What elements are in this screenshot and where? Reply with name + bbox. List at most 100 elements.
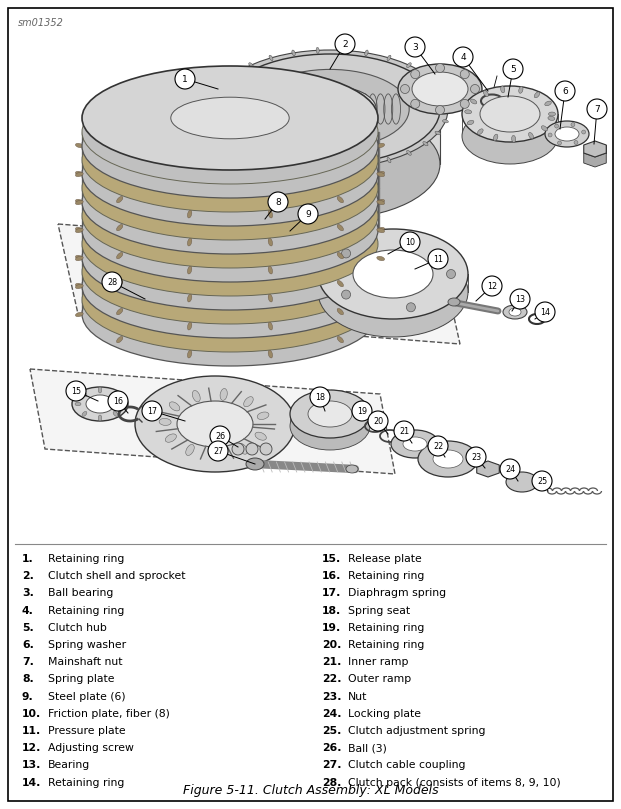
Ellipse shape bbox=[193, 391, 200, 402]
Ellipse shape bbox=[251, 70, 409, 149]
Ellipse shape bbox=[365, 163, 368, 168]
Text: Release plate: Release plate bbox=[348, 554, 422, 564]
Ellipse shape bbox=[555, 127, 579, 141]
Text: Clutch shell and sprocket: Clutch shell and sprocket bbox=[48, 571, 186, 581]
Circle shape bbox=[298, 204, 318, 224]
Circle shape bbox=[335, 34, 355, 54]
Text: 14: 14 bbox=[540, 307, 550, 316]
Ellipse shape bbox=[377, 312, 384, 316]
Circle shape bbox=[108, 391, 128, 411]
Ellipse shape bbox=[82, 164, 378, 268]
Text: 15: 15 bbox=[71, 387, 81, 396]
Text: 10: 10 bbox=[405, 238, 415, 247]
Circle shape bbox=[406, 236, 415, 245]
Ellipse shape bbox=[117, 308, 123, 315]
Ellipse shape bbox=[512, 135, 515, 142]
Text: Retaining ring: Retaining ring bbox=[48, 777, 124, 788]
Ellipse shape bbox=[341, 48, 344, 53]
Ellipse shape bbox=[178, 184, 282, 220]
Ellipse shape bbox=[75, 402, 81, 406]
Ellipse shape bbox=[337, 173, 343, 180]
Text: 5: 5 bbox=[510, 65, 516, 74]
Polygon shape bbox=[58, 224, 460, 344]
Text: 28: 28 bbox=[107, 277, 117, 286]
Ellipse shape bbox=[341, 165, 344, 171]
Text: 12.: 12. bbox=[22, 743, 42, 753]
Ellipse shape bbox=[82, 122, 378, 226]
Ellipse shape bbox=[117, 197, 123, 203]
Ellipse shape bbox=[188, 214, 192, 222]
Circle shape bbox=[503, 59, 523, 79]
Ellipse shape bbox=[246, 458, 264, 470]
Ellipse shape bbox=[268, 238, 273, 246]
Circle shape bbox=[460, 70, 469, 78]
Ellipse shape bbox=[407, 150, 411, 155]
Ellipse shape bbox=[478, 129, 483, 134]
Ellipse shape bbox=[238, 443, 247, 454]
Ellipse shape bbox=[82, 248, 378, 352]
Ellipse shape bbox=[82, 80, 378, 184]
Ellipse shape bbox=[82, 136, 378, 240]
Ellipse shape bbox=[337, 117, 343, 124]
Ellipse shape bbox=[178, 212, 282, 248]
Text: Adjusting screw: Adjusting screw bbox=[48, 743, 134, 753]
Circle shape bbox=[555, 124, 559, 128]
Circle shape bbox=[102, 272, 122, 292]
Ellipse shape bbox=[483, 91, 489, 96]
Ellipse shape bbox=[268, 102, 273, 110]
Circle shape bbox=[66, 381, 86, 401]
Ellipse shape bbox=[82, 108, 378, 212]
Ellipse shape bbox=[188, 130, 192, 138]
Circle shape bbox=[142, 401, 162, 421]
Ellipse shape bbox=[72, 387, 128, 421]
Text: Diaphragm spring: Diaphragm spring bbox=[348, 588, 446, 599]
Ellipse shape bbox=[337, 229, 343, 235]
Circle shape bbox=[428, 249, 448, 269]
Text: 8: 8 bbox=[275, 197, 281, 206]
Text: 18: 18 bbox=[315, 392, 325, 401]
Ellipse shape bbox=[433, 450, 463, 468]
Ellipse shape bbox=[268, 294, 273, 302]
Ellipse shape bbox=[269, 55, 273, 61]
Text: 28.: 28. bbox=[322, 777, 342, 788]
Text: Friction plate, fiber (8): Friction plate, fiber (8) bbox=[48, 709, 170, 719]
Ellipse shape bbox=[249, 150, 253, 155]
Text: Steel plate (6): Steel plate (6) bbox=[48, 692, 125, 701]
Text: 9: 9 bbox=[305, 210, 311, 218]
Circle shape bbox=[410, 70, 420, 78]
Ellipse shape bbox=[318, 247, 468, 337]
Text: 10.: 10. bbox=[22, 709, 41, 719]
Ellipse shape bbox=[377, 256, 384, 260]
Ellipse shape bbox=[346, 465, 358, 473]
Circle shape bbox=[208, 441, 228, 461]
Text: 7: 7 bbox=[594, 104, 600, 113]
Ellipse shape bbox=[75, 256, 83, 260]
Ellipse shape bbox=[232, 142, 237, 146]
Ellipse shape bbox=[391, 430, 439, 458]
Text: Retaining ring: Retaining ring bbox=[348, 623, 424, 633]
Ellipse shape bbox=[268, 350, 273, 358]
Ellipse shape bbox=[75, 284, 83, 289]
Ellipse shape bbox=[377, 283, 384, 288]
Circle shape bbox=[535, 302, 555, 322]
Ellipse shape bbox=[377, 256, 384, 260]
Ellipse shape bbox=[403, 437, 427, 451]
Text: Inner ramp: Inner ramp bbox=[348, 657, 409, 667]
Ellipse shape bbox=[117, 257, 123, 264]
Ellipse shape bbox=[316, 165, 319, 171]
Text: 4: 4 bbox=[460, 53, 466, 61]
Circle shape bbox=[394, 421, 414, 441]
Ellipse shape bbox=[337, 201, 343, 208]
Ellipse shape bbox=[212, 120, 217, 123]
Ellipse shape bbox=[268, 158, 273, 166]
Ellipse shape bbox=[407, 63, 411, 68]
Circle shape bbox=[401, 84, 409, 94]
Text: 27: 27 bbox=[213, 447, 223, 455]
Text: 2.: 2. bbox=[22, 571, 34, 581]
Ellipse shape bbox=[435, 131, 441, 135]
Circle shape bbox=[532, 471, 552, 491]
Text: 11: 11 bbox=[433, 255, 443, 264]
Circle shape bbox=[571, 123, 575, 127]
Ellipse shape bbox=[443, 95, 448, 99]
Ellipse shape bbox=[188, 322, 192, 330]
